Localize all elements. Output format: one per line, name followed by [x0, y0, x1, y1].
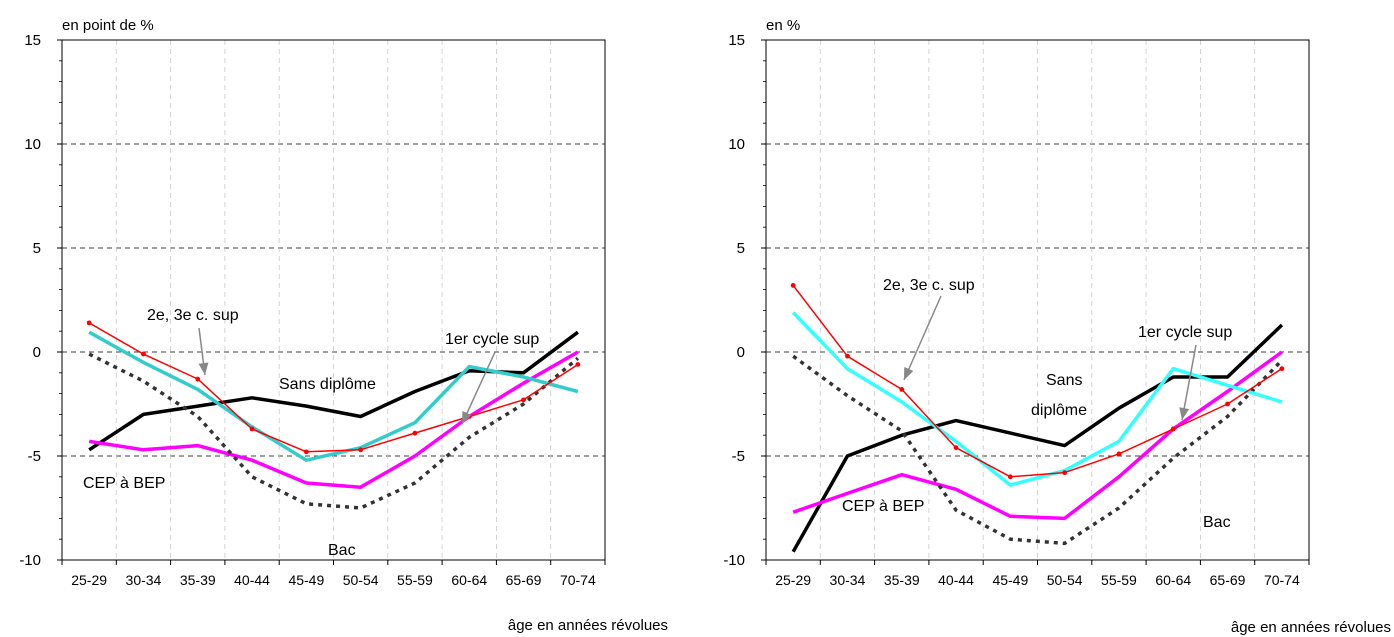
- point-2e-3e-c-sup: [575, 362, 581, 367]
- point-2e-3e-c-sup: [1062, 470, 1068, 476]
- series-line-1er-cycle-sup: [88, 330, 579, 462]
- x-tick-label: 70-74: [1264, 572, 1300, 588]
- point-2e-3e-c-sup: [953, 445, 959, 451]
- arrow-head: [462, 411, 472, 424]
- unit-label: en %: [766, 17, 800, 34]
- chart-left: en point de % -10 -5 0 5 10 15 25-29 30-34 35-39…: [19, 17, 668, 634]
- x-tick-label: 40-44: [938, 572, 974, 588]
- x-tick-label: 60-64: [1155, 572, 1191, 588]
- y-tick-label: 0: [737, 344, 745, 361]
- x-tick-label: 35-39: [180, 572, 216, 588]
- annotation-arrow: [903, 295, 942, 381]
- x-tick-label: 45-49: [992, 572, 1028, 588]
- point-2e-3e-c-sup: [790, 283, 796, 288]
- y-tick-label: 10: [24, 136, 41, 153]
- x-tick-label: 45-49: [288, 572, 324, 588]
- x-tick-label: 50-54: [1047, 572, 1083, 588]
- series-line-2e-3e-c-sup: [88, 322, 579, 453]
- y-tick-label: -10: [723, 552, 745, 569]
- unit-label: en point de %: [62, 17, 154, 34]
- point-2e-3e-c-sup: [521, 397, 526, 403]
- y-tick-label: 5: [737, 240, 745, 257]
- x-tick-label: 65-69: [506, 572, 542, 588]
- x-tick-label: 55-59: [397, 572, 433, 588]
- point-2e-3e-c-sup: [358, 447, 364, 453]
- point-2e-3e-c-sup: [249, 426, 255, 432]
- x-tick-label: 30-34: [830, 572, 866, 588]
- x-tick-label: 70-74: [560, 572, 596, 588]
- point-2e-3e-c-sup: [1116, 451, 1122, 457]
- x-tick-label: 25-29: [775, 572, 811, 588]
- point-2e-3e-c-sup: [412, 430, 418, 436]
- series-line-bac: [792, 354, 1284, 546]
- x-tick-label: 65-69: [1210, 572, 1246, 588]
- point-2e-3e-c-sup: [1225, 401, 1230, 407]
- arrow-head: [1179, 407, 1190, 420]
- annotation-label: CEP à BEP: [842, 498, 924, 515]
- y-tick-label: 5: [33, 240, 41, 257]
- point-2e-3e-c-sup: [899, 387, 905, 392]
- x-tick-label: 30-34: [126, 572, 162, 588]
- series-line-cep-a-bep: [88, 350, 579, 489]
- series-line-2e-3e-c-sup: [792, 284, 1283, 478]
- annotation-label: Bac: [1203, 514, 1231, 531]
- arrow-head: [904, 367, 914, 380]
- x-axis-label: âge en années révolues: [1231, 619, 1391, 636]
- x-tick-label: 35-39: [884, 572, 920, 588]
- y-tick-label: 15: [24, 32, 41, 49]
- series-line-1er-cycle-sup: [791, 311, 1283, 487]
- point-2e-3e-c-sup: [845, 353, 850, 359]
- x-tick-label: 40-44: [234, 572, 270, 588]
- annotation-arrow: [1181, 344, 1197, 421]
- point-2e-3e-c-sup: [86, 320, 92, 326]
- x-axis-label: âge en années révolues: [508, 617, 668, 634]
- annotation-label: 2e, 3e c. sup: [883, 277, 975, 294]
- y-tick-label: 0: [33, 344, 41, 361]
- point-2e-3e-c-sup: [1170, 426, 1176, 432]
- x-tick-label: 25-29: [71, 572, 107, 588]
- annotation-label: 1er cycle sup: [445, 331, 539, 348]
- series-line-cep-a-bep: [792, 350, 1283, 521]
- arrow-head: [198, 362, 209, 375]
- point-2e-3e-c-sup: [1279, 366, 1285, 372]
- annotation-label: 2e, 3e c. sup: [147, 307, 239, 324]
- point-2e-3e-c-sup: [141, 351, 146, 357]
- annotation-label: 1er cycle sup: [1138, 324, 1232, 341]
- chart-right: en % -10 -5 0 5 10 15 25-29 30-34 35-39 40-44 45-4…: [723, 17, 1391, 636]
- annotation-label: Sans diplôme: [279, 376, 376, 393]
- series-line-bac: [88, 352, 580, 510]
- y-tick-label: 15: [728, 32, 745, 49]
- annotation-label: diplôme: [1031, 402, 1087, 419]
- y-tick-label: -10: [19, 552, 41, 569]
- annotation-arrow: [461, 351, 496, 425]
- annotation-label: Sans: [1046, 372, 1082, 389]
- point-2e-3e-c-sup: [1007, 474, 1013, 480]
- x-tick-label: 60-64: [451, 572, 487, 588]
- x-tick-label: 50-54: [343, 572, 379, 588]
- point-2e-3e-c-sup: [195, 376, 201, 382]
- y-tick-label: 10: [728, 136, 745, 153]
- y-tick-label: -5: [732, 448, 745, 465]
- annotation-label: Bac: [328, 542, 356, 559]
- x-tick-label: 55-59: [1101, 572, 1137, 588]
- point-2e-3e-c-sup: [303, 449, 309, 455]
- y-tick-label: -5: [28, 448, 41, 465]
- annotation-label: CEP à BEP: [83, 475, 165, 492]
